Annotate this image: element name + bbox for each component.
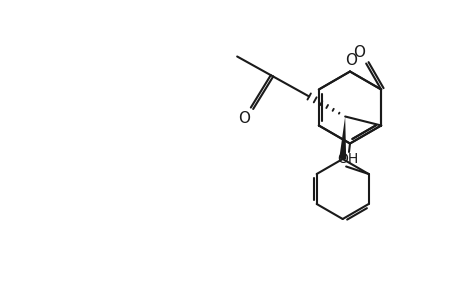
Text: O: O — [345, 53, 357, 68]
Polygon shape — [338, 116, 346, 159]
Text: OH: OH — [336, 152, 358, 166]
Text: O: O — [238, 110, 250, 125]
Text: O: O — [352, 45, 364, 60]
